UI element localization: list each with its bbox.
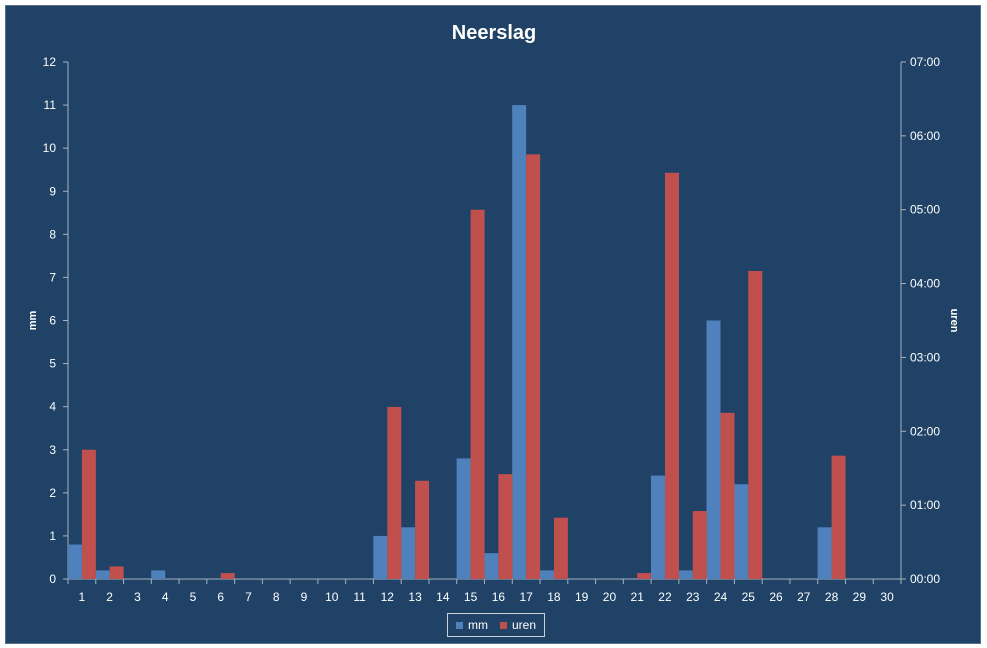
legend-label-mm: mm [468,618,488,632]
y-tick-right-label: 00:00 [910,572,940,586]
y-axis-title-right: uren [948,309,960,333]
bar-mm-17 [512,105,527,579]
x-tick-label: 17 [519,590,533,604]
y-tick-right-label: 03:00 [910,350,940,364]
bar-mm-1 [67,544,82,579]
bar-uren-22 [664,172,679,580]
y-tick-left-label: 1 [49,529,56,543]
y-tick-right-label: 04:00 [910,277,940,291]
x-tick-label: 29 [853,590,867,604]
chart-title: Neerslag [451,22,537,44]
legend-swatch-uren [500,621,507,629]
y-tick-right-label: 06:00 [910,129,940,143]
x-tick-label: 30 [880,590,894,604]
x-tick-label: 21 [631,590,645,604]
legend: mm uren [447,613,546,637]
bar-mm-23 [678,570,693,579]
bar-mm-24 [706,320,721,579]
bar-uren-25 [748,271,763,579]
x-tick-label: 23 [686,590,700,604]
bar-mm-12 [373,535,388,579]
bar-uren-24 [720,412,735,579]
x-tick-label: 2 [106,590,113,604]
x-tick-label: 5 [190,590,197,604]
x-tick-label: 22 [658,590,672,604]
bar-uren-15 [470,209,485,579]
bar-mm-2 [95,570,110,579]
x-tick-label: 7 [245,590,252,604]
bar-uren-2 [109,566,124,579]
legend-item-mm: mm [456,618,488,632]
y-tick-left-label: 7 [49,270,56,284]
x-tick-label: 8 [273,590,280,604]
bar-mm-15 [456,458,471,579]
bar-uren-6 [220,573,235,579]
y-tick-right-label: 05:00 [910,203,940,217]
y-tick-left-label: 0 [49,572,56,586]
bar-mm-22 [650,475,665,579]
x-tick-label: 16 [492,590,506,604]
legend-swatch-mm [456,621,463,629]
y-tick-left-label: 9 [49,184,56,198]
bar-mm-18 [539,570,554,579]
x-tick-label: 11 [353,590,366,604]
bar-uren-1 [81,449,96,579]
x-tick-label: 6 [217,590,224,604]
x-tick-label: 13 [408,590,422,604]
x-tick-label: 15 [464,590,478,604]
y-tick-left-label: 5 [49,357,56,371]
bar-uren-23 [692,511,707,579]
y-tick-left-label: 12 [43,55,57,69]
x-tick-label: 27 [797,590,811,604]
bar-uren-18 [553,517,568,579]
y-tick-right-label: 02:00 [910,424,940,438]
bar-uren-17 [526,154,541,580]
y-tick-left-label: 10 [43,141,57,155]
x-tick-label: 24 [714,590,728,604]
bar-mm-4 [151,570,166,579]
y-axis-title-left: mm [27,311,39,331]
legend-label-uren: uren [512,618,537,632]
x-tick-label: 26 [769,590,783,604]
bar-mm-28 [817,527,832,579]
chart-area: Neerslag 0 1 2 3 4 5 6 7 8 9 10 11 12 00:00 01:00 02:00… [5,5,981,644]
bar-uren-21 [637,573,652,579]
x-tick-label: 18 [547,590,561,604]
legend-item-uren: uren [500,618,536,632]
bar-uren-12 [387,406,402,579]
x-tick-label: 20 [603,590,617,604]
x-tick-label: 3 [134,590,141,604]
x-tick-label: 14 [436,590,450,604]
bar-uren-28 [831,455,846,579]
bar-mm-13 [401,527,416,579]
bar-mm-25 [734,484,749,579]
bar-uren-13 [415,480,430,579]
x-tick-label: 19 [575,590,589,604]
y-tick-left-label: 3 [49,443,56,457]
x-tick-label: 25 [742,590,756,604]
y-tick-right-label: 07:00 [910,55,940,69]
y-tick-left-label: 4 [49,400,56,414]
y-tick-left-label: 11 [44,98,57,112]
y-tick-left-label: 2 [49,486,56,500]
bar-mm-16 [484,553,499,579]
x-tick-label: 1 [79,590,86,604]
x-tick-label: 4 [162,590,169,604]
y-tick-right-label: 01:00 [910,498,940,512]
x-tick-label: 9 [301,590,308,604]
y-tick-left-label: 8 [49,227,56,241]
x-tick-label: 12 [381,590,395,604]
x-tick-label: 10 [325,590,339,604]
plot-area: 012345678910111200:0001:0002:0003:0004:0… [27,55,960,604]
y-tick-left-label: 6 [49,314,56,328]
x-tick-label: 28 [825,590,839,604]
bar-uren-16 [498,474,513,579]
